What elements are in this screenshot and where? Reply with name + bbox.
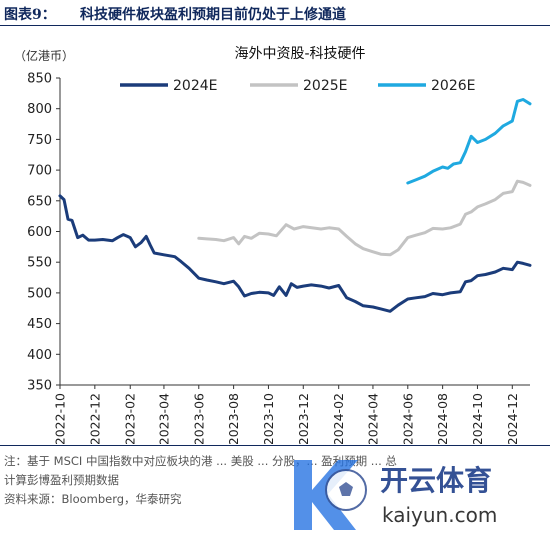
x-tick-label: 2023-10 <box>261 393 276 444</box>
x-tick-label: 2023-06 <box>191 393 206 444</box>
y-tick-label: 400 <box>27 348 52 363</box>
source-line: 资料来源：Bloomberg，华泰研究 <box>4 492 182 506</box>
chart-title: 海外中资股-科技硬件 <box>234 46 365 62</box>
line-chart: 海外中资股-科技硬件 （亿港币） 2024E 2025E 2026E 350 400 4… <box>14 46 532 444</box>
series-line-2025E <box>197 179 532 257</box>
series-line-2026E <box>406 98 532 185</box>
y-tick-label: 750 <box>27 133 52 148</box>
watermark-brand: 开云体育 <box>380 464 492 497</box>
x-tick-label: 2024-04 <box>365 393 380 444</box>
x-tick-label: 2024-02 <box>331 393 346 444</box>
figure-number: 图表9： <box>4 7 56 23</box>
y-tick-label: 650 <box>27 194 52 209</box>
x-tick-label: 2023-08 <box>226 393 241 444</box>
x-tick-label: 2022-12 <box>87 393 102 444</box>
legend-label-2024E: 2024E <box>173 78 217 94</box>
y-axis: 350 400 450 500 550 600 650 700 750 800 850 <box>27 72 61 394</box>
watermark-url: kaiyun.com <box>382 503 497 527</box>
y-tick-label: 550 <box>27 256 52 271</box>
figure-header: 图表9： 科技硬件板块盈利预期目前仍处于上修通道 <box>0 0 550 24</box>
x-tick-label: 2024-10 <box>470 393 485 444</box>
x-tick-label: 2024-06 <box>400 393 415 444</box>
note-line-2: 计算彭博盈利预期数据 <box>4 473 119 487</box>
y-tick-label: 850 <box>27 72 52 87</box>
x-axis: 2022-10 2022-12 2023-02 2023-04 2023-06 2023-… <box>53 384 530 444</box>
series-layer <box>58 98 532 313</box>
y-tick-label: 800 <box>27 102 52 117</box>
footer-rule <box>0 445 550 446</box>
y-tick-label: 600 <box>27 225 52 240</box>
x-tick-label: 2022-10 <box>53 393 68 444</box>
series-line-2024E <box>58 194 532 313</box>
legend-label-2026E: 2026E <box>431 78 475 94</box>
x-tick-label: 2023-02 <box>123 393 138 444</box>
x-tick-label: 2024-08 <box>435 393 450 444</box>
y-unit-label: （亿港币） <box>14 48 74 63</box>
figure-caption: 科技硬件板块盈利预期目前仍处于上修通道 <box>80 7 346 23</box>
header-rule <box>0 25 550 26</box>
chart-legend: 2024E 2025E 2026E <box>120 78 475 94</box>
legend-label-2025E: 2025E <box>303 78 347 94</box>
y-tick-label: 350 <box>27 379 52 394</box>
x-tick-label: 2023-04 <box>156 393 171 444</box>
x-tick-label: 2023-12 <box>296 393 311 444</box>
x-tick-label: 2024-12 <box>505 393 520 444</box>
watermark-logo: 开云体育 kaiyun.com <box>294 460 497 530</box>
y-tick-label: 500 <box>27 286 52 301</box>
y-tick-label: 450 <box>27 317 52 332</box>
y-tick-label: 700 <box>27 164 52 179</box>
